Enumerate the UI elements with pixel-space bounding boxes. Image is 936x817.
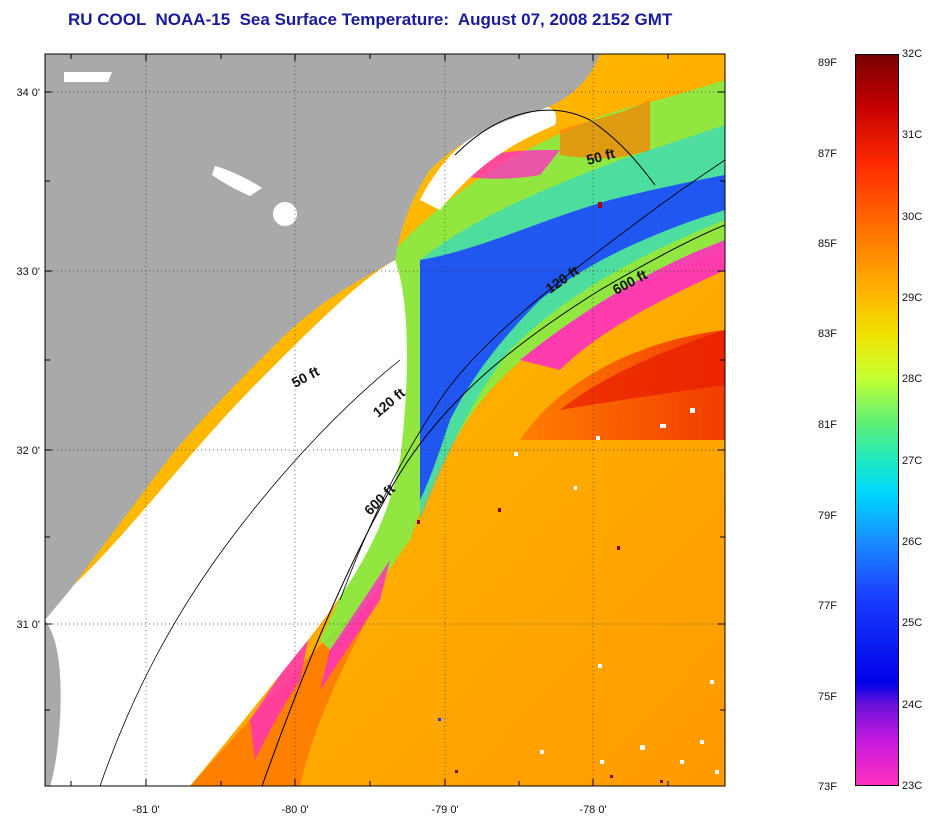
cloud-mask-north <box>420 105 557 210</box>
colorbar-c-label: 32C <box>902 48 923 60</box>
colorbar-c-label: 29C <box>902 292 923 304</box>
cloud-mask <box>45 260 407 786</box>
colorbar-f-label: 87F <box>818 148 837 160</box>
lake <box>273 202 297 226</box>
lat-label: 34 0' <box>16 87 40 99</box>
colorbar-f-label: 89F <box>818 57 837 69</box>
colorbar-c-label: 28C <box>902 373 923 385</box>
colorbar-c-label: 30C <box>902 211 923 223</box>
colorbar-c-label: 25C <box>902 617 923 629</box>
lon-label: -80 0' <box>281 804 308 816</box>
land-mass-south <box>45 620 61 786</box>
lon-label: -81 0' <box>132 804 159 816</box>
cold-magenta-south <box>320 560 390 690</box>
lat-label: 33 0' <box>16 266 40 278</box>
data-specks <box>417 202 719 783</box>
map-title: RU COOL NOAA-15 Sea Surface Temperature:… <box>68 10 673 29</box>
temperature-colorbar <box>855 54 899 786</box>
lon-label: -79 0' <box>431 804 458 816</box>
map-layers <box>45 54 725 786</box>
colorbar-f-label: 73F <box>818 781 837 793</box>
lon-label: -78 0' <box>579 804 606 816</box>
contour-120ft <box>339 159 725 601</box>
tick-marks <box>45 54 725 786</box>
contour-label-50ft-north: 50 ft <box>585 145 617 168</box>
contour-50ft-north <box>454 109 656 186</box>
colorbar-f-label: 81F <box>818 419 837 431</box>
contour-600ft <box>261 224 725 786</box>
colorbar-c-label: 24C <box>902 699 923 711</box>
lake <box>64 72 112 82</box>
nearshore-warm-north <box>560 100 650 159</box>
lat-label: 31 0' <box>16 619 40 631</box>
colorbar-f-label: 77F <box>818 600 837 612</box>
cold-magenta-band <box>520 240 725 370</box>
lat-label: 32 0' <box>16 445 40 457</box>
lake <box>212 166 262 196</box>
colorbar-f-label: 75F <box>818 691 837 703</box>
colorbar-f-label: 83F <box>818 328 837 340</box>
map-grid <box>45 54 725 786</box>
colorbar-f-label: 79F <box>818 510 837 522</box>
map-frame <box>44 53 726 787</box>
colorbar-f-label: 85F <box>818 238 837 250</box>
contour-50ft <box>99 359 401 786</box>
cool-blue-band <box>420 175 725 500</box>
land-mass <box>45 54 600 620</box>
colorbar-c-label: 27C <box>902 455 923 467</box>
gulf-stream-core <box>560 330 725 410</box>
colorbar-c-label: 31C <box>902 129 923 141</box>
colorbar-c-label: 26C <box>902 536 923 548</box>
colorbar-c-label: 23C <box>902 780 923 792</box>
